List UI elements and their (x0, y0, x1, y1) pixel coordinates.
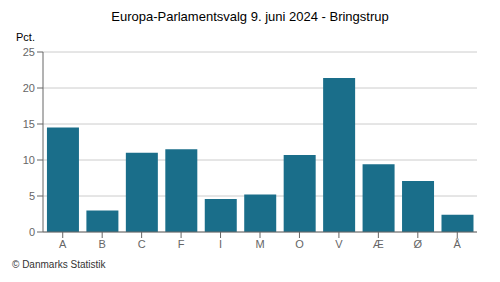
svg-text:I: I (219, 238, 222, 250)
svg-text:20: 20 (23, 82, 35, 94)
html-text:© Danmarks Statistik: © Danmarks Statistik (12, 259, 106, 270)
svg-text:25: 25 (23, 46, 35, 58)
svg-text:0: 0 (29, 226, 35, 238)
svg-text:V: V (335, 238, 343, 250)
html-text:Pct.: Pct. (16, 31, 35, 43)
svg-text:F: F (178, 238, 185, 250)
svg-text:Ø: Ø (414, 238, 423, 250)
svg-text:Æ: Æ (373, 238, 384, 250)
svg-text:Å: Å (454, 238, 462, 250)
svg-text:5: 5 (29, 190, 35, 202)
svg-text:A: A (59, 238, 67, 250)
html-text:Europa-Parlamentsvalg 9. juni: Europa-Parlamentsvalg 9. juni 2024 - Bri… (111, 9, 389, 24)
svg-text:B: B (99, 238, 106, 250)
svg-text:M: M (255, 238, 264, 250)
svg-text:10: 10 (23, 154, 35, 166)
svg-text:O: O (295, 238, 304, 250)
svg-text:15: 15 (23, 118, 35, 130)
svg-text:C: C (138, 238, 146, 250)
